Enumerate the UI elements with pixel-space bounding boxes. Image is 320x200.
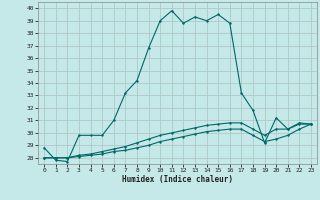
X-axis label: Humidex (Indice chaleur): Humidex (Indice chaleur) <box>122 175 233 184</box>
